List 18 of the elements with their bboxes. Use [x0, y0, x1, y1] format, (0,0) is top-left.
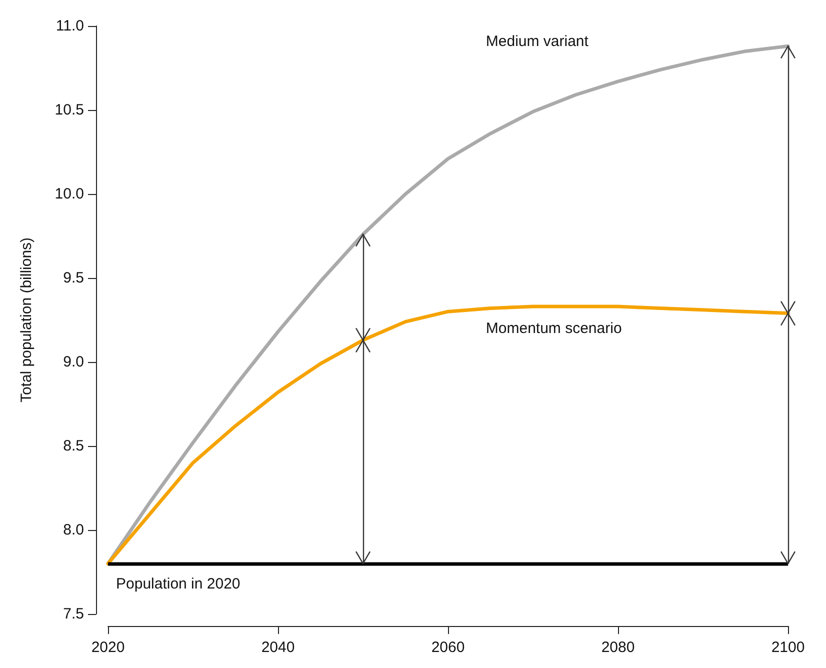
- y-tick-label: 9.5: [63, 270, 84, 286]
- y-tick-label: 10.5: [54, 102, 84, 118]
- line-series: [106, 304, 790, 566]
- y-tick-label: 7.5: [63, 606, 84, 622]
- y-tick-label: 10.0: [54, 186, 84, 202]
- x-tick-label: 2060: [431, 639, 465, 656]
- y-tick-label: 8.5: [63, 438, 84, 454]
- y-tick-label: 11.0: [56, 18, 84, 34]
- x-tick-label: 2080: [601, 639, 635, 656]
- x-tick-label: 2100: [771, 639, 805, 656]
- annotation: Momentum scenario: [486, 320, 622, 337]
- x-tick-label: 2040: [261, 639, 295, 656]
- y-tick-label: 9.0: [63, 354, 84, 370]
- y-tick-label: 8.0: [63, 522, 84, 538]
- y-axis-title: Total population (billions): [18, 237, 35, 403]
- annotation: Medium variant: [486, 33, 590, 50]
- x-tick-label: 2020: [91, 639, 125, 656]
- ref-line-label: Population in 2020: [116, 576, 240, 593]
